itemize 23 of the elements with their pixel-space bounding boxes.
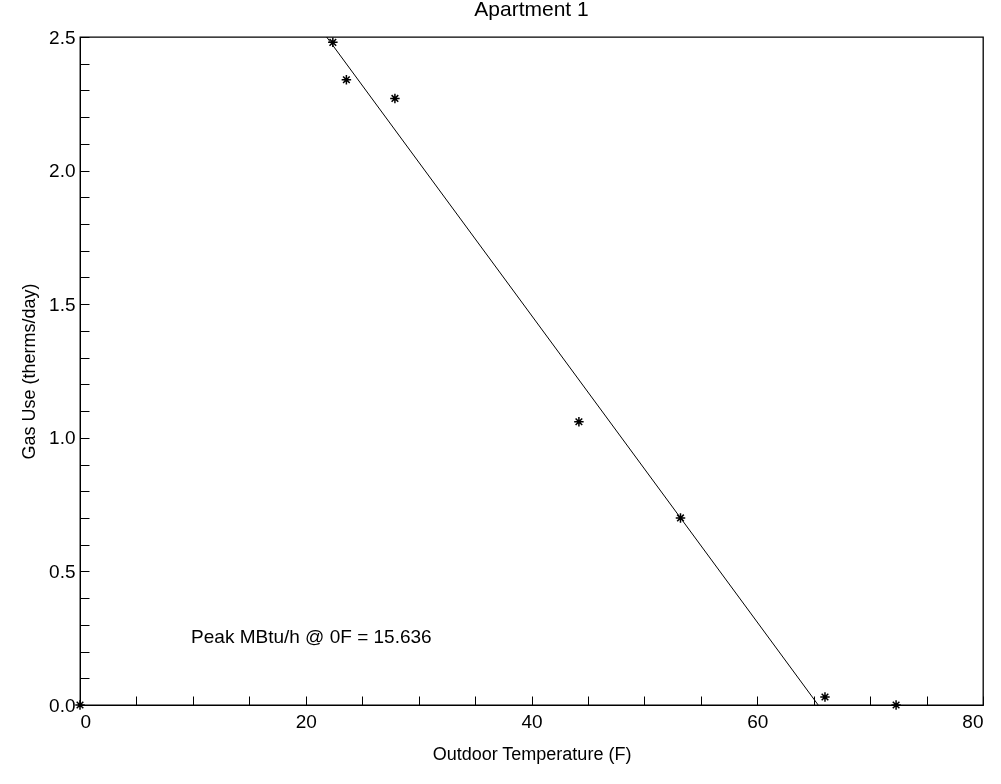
- point: [573, 416, 585, 428]
- y-tick-label: 0.0: [49, 694, 76, 716]
- point: [389, 92, 401, 104]
- x-tick-label: 80: [962, 710, 984, 732]
- x-tick-label: 0: [80, 710, 92, 732]
- point: [819, 691, 831, 703]
- y-tick-label: 1.5: [49, 293, 76, 315]
- y-tick-label: 1.0: [49, 427, 76, 449]
- chart-title: Apartment 1: [474, 0, 589, 20]
- point: [327, 36, 339, 48]
- x-tick-label: 60: [747, 710, 769, 732]
- x-tick-label: 20: [295, 710, 317, 732]
- y-tick-label: 2.5: [49, 26, 76, 48]
- y-tick-label: 2.0: [49, 160, 76, 182]
- x-tick-label: 40: [521, 710, 543, 732]
- annotation: Peak MBtu/h @ 0F = 15.636: [191, 625, 432, 647]
- y-axis-title: Gas Use (therms/day): [19, 283, 40, 460]
- point: [340, 74, 352, 86]
- x-axis-title: Outdoor Temperature (F): [432, 743, 632, 764]
- point: [74, 699, 86, 711]
- point: [675, 512, 686, 524]
- y-tick-label: 0.5: [49, 560, 76, 582]
- point: [890, 699, 902, 711]
